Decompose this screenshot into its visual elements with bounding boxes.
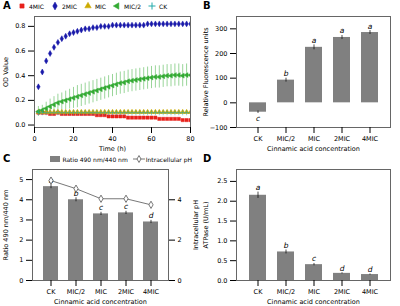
svg-text:4: 4 — [19, 196, 23, 204]
svg-text:5: 5 — [19, 176, 23, 184]
svg-text:4: 4 — [178, 196, 182, 204]
svg-text:0.6: 0.6 — [15, 47, 25, 55]
svg-text:Cinnamic acid concentration: Cinnamic acid concentration — [54, 298, 147, 306]
html-text:B: B — [203, 0, 211, 11]
html-text:D: D — [203, 153, 212, 164]
html-text:CK: CK — [159, 2, 168, 10]
svg-text:0.4: 0.4 — [15, 72, 25, 80]
svg-text:a: a — [256, 183, 261, 192]
svg-text:a: a — [49, 176, 54, 185]
svg-text:2: 2 — [19, 236, 23, 244]
svg-text:0: 0 — [178, 277, 182, 285]
svg-text:2.0: 2.0 — [217, 197, 227, 205]
svg-text:0.2: 0.2 — [15, 96, 25, 104]
svg-text:a: a — [368, 22, 373, 31]
svg-text:20: 20 — [69, 135, 77, 143]
svg-text:a: a — [340, 26, 345, 35]
svg-text:CK: CK — [47, 288, 57, 296]
html-text:MIC/2: MIC/2 — [124, 2, 141, 10]
svg-text:3: 3 — [19, 216, 23, 224]
svg-text:2MIC: 2MIC — [118, 288, 135, 296]
svg-text:2MIC: 2MIC — [334, 135, 351, 143]
svg-text:0: 0 — [223, 99, 227, 107]
svg-text:2: 2 — [178, 236, 182, 244]
html-text:Ratio 490 nm/440 nm: Ratio 490 nm/440 nm — [62, 155, 128, 163]
svg-text:OD Value: OD Value — [2, 57, 10, 87]
svg-text:MIC/2: MIC/2 — [277, 135, 295, 143]
svg-text:100: 100 — [215, 74, 227, 82]
svg-text:Cinnamic acid concentration: Cinnamic acid concentration — [267, 298, 360, 306]
svg-text:CK: CK — [254, 288, 264, 296]
svg-text:ATPase (U/mL): ATPase (U/mL) — [202, 202, 210, 249]
svg-text:2MIC: 2MIC — [334, 288, 351, 296]
html-text:MIC: MIC — [94, 2, 106, 10]
svg-text:CK: CK — [254, 135, 264, 143]
svg-text:4MIC: 4MIC — [362, 288, 379, 296]
svg-text:0.8: 0.8 — [15, 22, 25, 30]
svg-text:0.0: 0.0 — [217, 277, 227, 285]
svg-text:d: d — [149, 211, 154, 220]
svg-text:Relative Fluorescence units: Relative Fluorescence units — [202, 27, 210, 117]
svg-text:d: d — [368, 265, 373, 274]
svg-text:MIC/2: MIC/2 — [277, 288, 295, 296]
svg-text:0.0: 0.0 — [15, 121, 25, 129]
svg-text:b: b — [284, 69, 289, 78]
svg-text:80: 80 — [186, 135, 194, 143]
svg-text:c: c — [256, 114, 261, 123]
svg-text:MIC: MIC — [308, 288, 321, 296]
svg-text:b: b — [73, 188, 79, 198]
svg-text:60: 60 — [147, 135, 155, 143]
svg-text:b: b — [284, 241, 289, 250]
svg-text:MIC/2: MIC/2 — [67, 288, 85, 296]
html-text:C: C — [3, 153, 11, 164]
svg-text:1: 1 — [19, 256, 23, 264]
svg-text:1.0: 1.0 — [217, 237, 227, 245]
svg-text:a: a — [312, 36, 317, 45]
html-text:4MIC: 4MIC — [29, 2, 44, 10]
svg-text:0: 0 — [19, 277, 23, 285]
svg-text:0.5: 0.5 — [217, 257, 227, 265]
html-text:A: A — [3, 0, 11, 11]
svg-text:4MIC: 4MIC — [143, 288, 160, 296]
svg-text:4MIC: 4MIC — [362, 135, 379, 143]
svg-text:Intracellular pH: Intracellular pH — [192, 200, 200, 250]
svg-text:d: d — [340, 264, 345, 273]
svg-text:Time (h): Time (h) — [98, 145, 126, 153]
svg-text:40: 40 — [108, 135, 116, 143]
svg-text:1.5: 1.5 — [217, 217, 227, 225]
html-text:Intracellular pH: Intracellular pH — [145, 155, 192, 163]
svg-text:0: 0 — [32, 135, 36, 143]
svg-text:Ratio 490 nm/440 nm: Ratio 490 nm/440 nm — [2, 190, 10, 261]
svg-text:−100: −100 — [210, 124, 228, 132]
html-text:2MIC: 2MIC — [62, 2, 77, 10]
svg-text:MIC: MIC — [95, 288, 108, 296]
svg-text:Cinnamic acid concentration: Cinnamic acid concentration — [267, 145, 360, 153]
svg-text:c: c — [312, 254, 317, 263]
svg-text:300: 300 — [215, 25, 227, 33]
svg-text:2.5: 2.5 — [217, 177, 227, 185]
svg-text:c: c — [99, 203, 104, 212]
svg-text:200: 200 — [215, 50, 227, 58]
svg-text:MIC: MIC — [308, 135, 321, 143]
svg-text:c: c — [124, 202, 129, 211]
